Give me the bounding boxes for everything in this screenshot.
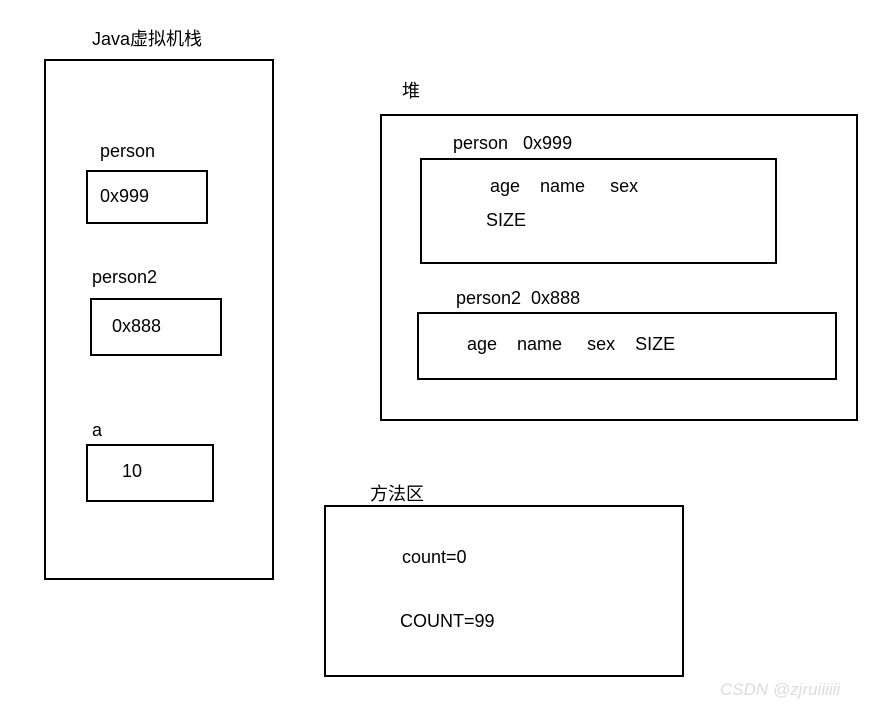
heap-object-fields-0-line1: age name sex [490, 176, 638, 197]
method-area-field-0: count=0 [402, 547, 467, 568]
heap-object-fields-1-line1: age name sex SIZE [467, 334, 675, 355]
stack-title: Java虚拟机栈 [92, 25, 202, 51]
heap-object-fields-0-line2: SIZE [486, 210, 526, 231]
heap-object-box-0 [420, 158, 777, 264]
stack-entry-value-2: 10 [122, 461, 142, 482]
stack-entry-label-2: a [92, 420, 102, 441]
method-area-field-1: COUNT=99 [400, 611, 495, 632]
watermark-text: CSDN @zjruiiiiii [720, 680, 840, 700]
stack-entry-label-1: person2 [92, 267, 157, 288]
stack-entry-label-0: person [100, 141, 155, 162]
method-area-title: 方法区 [370, 480, 424, 506]
stack-entry-box-2 [86, 444, 214, 502]
heap-object-header-1: person2 0x888 [456, 288, 580, 309]
method-area-outer-box [324, 505, 684, 677]
stack-entry-value-0: 0x999 [100, 186, 149, 207]
heap-title: 堆 [402, 77, 420, 103]
stack-entry-value-1: 0x888 [112, 316, 161, 337]
heap-object-header-0: person 0x999 [453, 133, 572, 154]
